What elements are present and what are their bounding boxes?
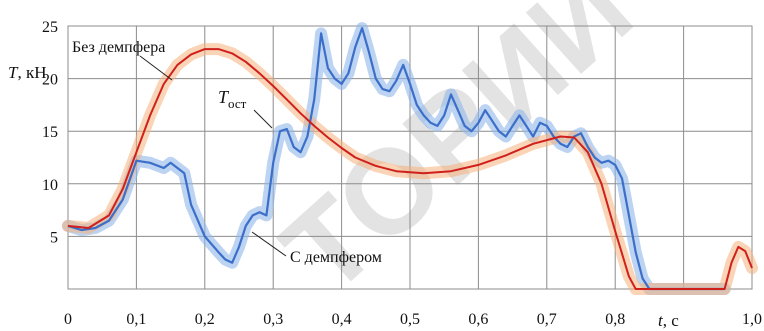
x-axis-symbol: t bbox=[658, 311, 664, 330]
series-layer bbox=[62, 22, 758, 295]
series-line-with-damper bbox=[67, 27, 725, 291]
label-with-damper: С демпфером bbox=[290, 249, 382, 266]
leader-no-damper bbox=[139, 55, 173, 81]
x-axis-title: t, с bbox=[658, 311, 679, 330]
y-tick-labels: 5 10 15 20 25 bbox=[42, 19, 58, 246]
x-tick-label: 0,2 bbox=[195, 311, 215, 328]
x-tick-label: 0,4 bbox=[332, 311, 352, 328]
x-tick-label: 1,0 bbox=[742, 311, 762, 328]
y-tick-label: 5 bbox=[50, 229, 58, 246]
x-tick-label: 0,6 bbox=[468, 311, 488, 328]
y-tick-label: 10 bbox=[42, 177, 58, 194]
leader-t-ost bbox=[253, 109, 273, 129]
t-ost-subscript: ост bbox=[228, 96, 247, 111]
x-tick-label: 0,3 bbox=[263, 311, 283, 328]
x-tick-label: 0,8 bbox=[605, 311, 625, 328]
label-t-ost: Tост bbox=[218, 87, 247, 111]
y-axis-symbol: T bbox=[8, 63, 19, 82]
y-tick-label: 25 bbox=[42, 19, 58, 36]
plot-frame bbox=[67, 25, 753, 290]
series-line-no-damper bbox=[67, 48, 753, 290]
x-tick-labels: 0 0,1 0,2 0,3 0,4 0,5 0,6 0,7 0,8 1,0 bbox=[64, 311, 762, 328]
x-tick-label: 0 bbox=[64, 311, 72, 328]
t-ost-symbol: T bbox=[218, 87, 230, 107]
x-tick-label: 0,7 bbox=[537, 311, 557, 328]
y-axis-title: T, кН bbox=[8, 63, 47, 82]
x-tick-label: 0,5 bbox=[400, 311, 420, 328]
x-tick-label: 0,1 bbox=[126, 311, 146, 328]
label-no-damper: Без демпфера bbox=[72, 39, 165, 56]
leader-with-damper bbox=[251, 231, 287, 257]
y-axis-unit: , кН bbox=[17, 63, 46, 82]
x-axis-unit: , с bbox=[663, 311, 680, 330]
y-tick-label: 20 bbox=[42, 72, 58, 89]
y-tick-label: 15 bbox=[42, 124, 58, 141]
